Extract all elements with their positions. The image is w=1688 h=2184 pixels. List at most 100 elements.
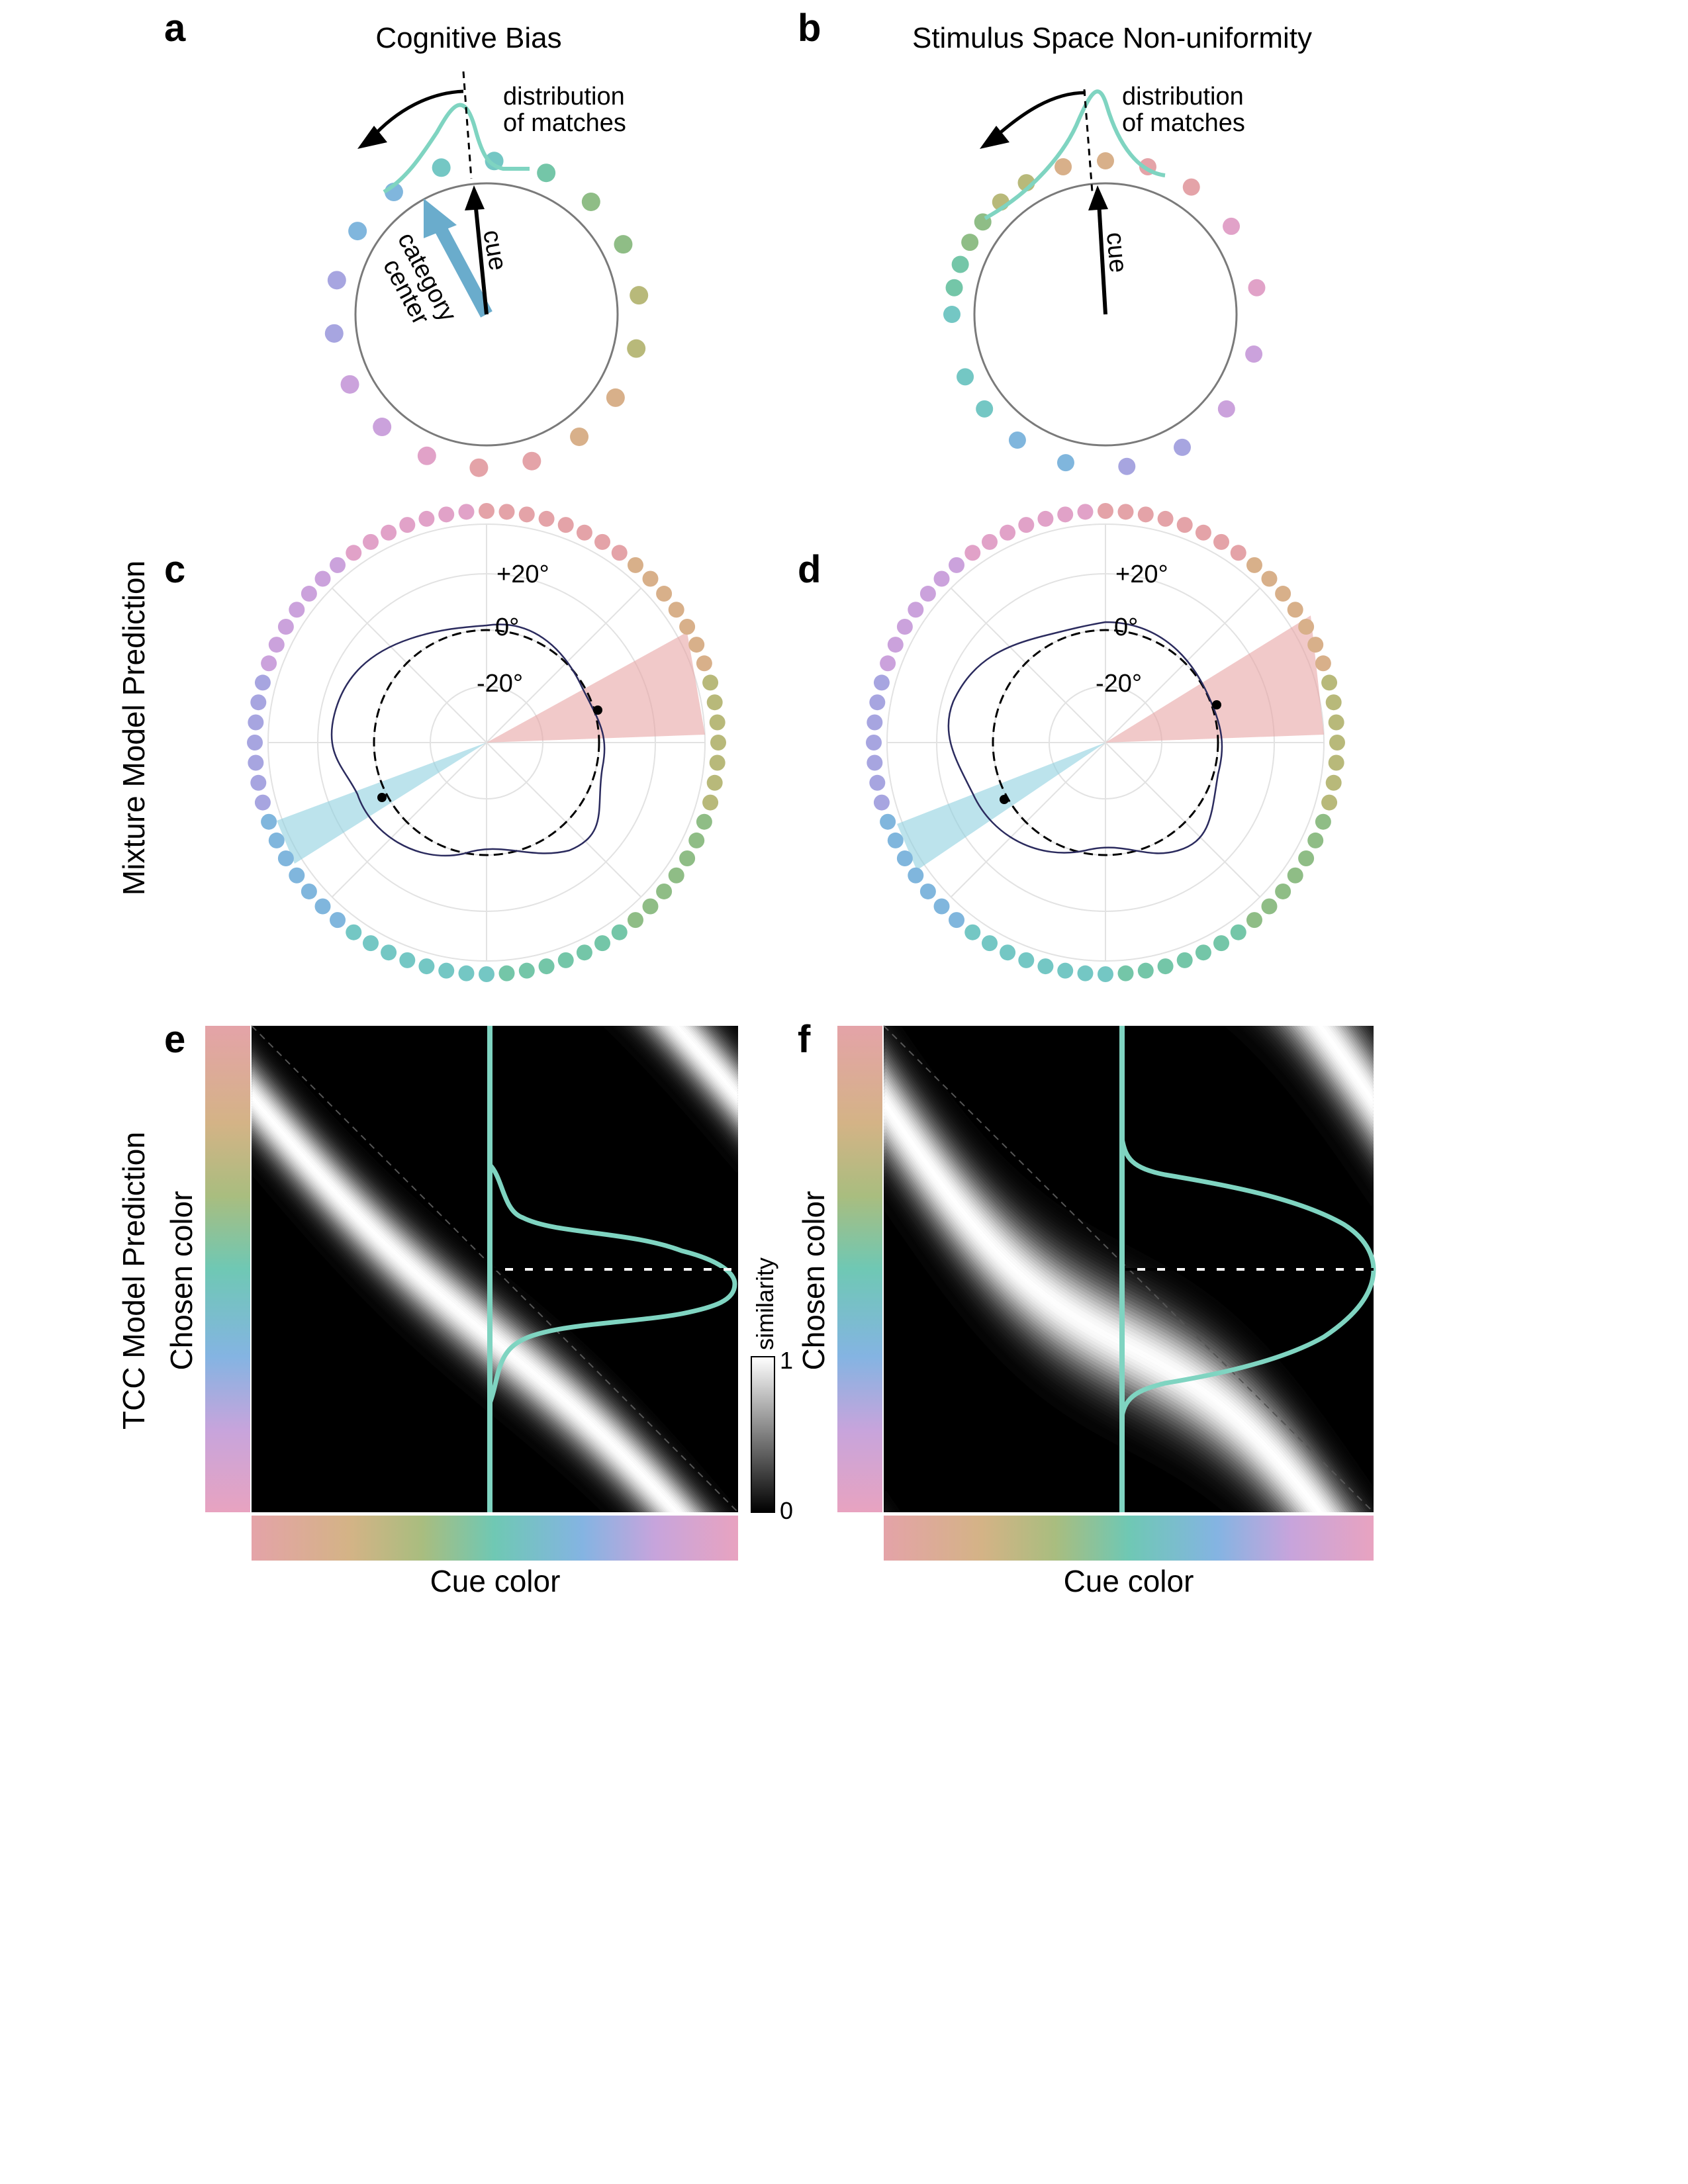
heatmap-band-stripe <box>252 1569 738 2056</box>
heatmap-band-stripe <box>884 1557 1374 2043</box>
hue-ring-dot <box>594 935 610 952</box>
heatmap-band-stripe <box>884 1600 1374 2087</box>
panel-label-f: f <box>798 1018 811 1061</box>
hue-ring-dot <box>330 557 346 573</box>
heatmap-band-stripe <box>252 1633 738 2120</box>
heatmap-band-stripe <box>884 1563 1374 2050</box>
colorbar-min: 0 <box>780 1497 793 1524</box>
hue-ring-dot <box>1157 510 1174 527</box>
heatmap-band-stripe <box>252 1641 738 2127</box>
heatmap-band-stripe <box>884 1573 1374 2060</box>
panel-b: b Stimulus Space Non-uniformity distribu… <box>798 7 1312 475</box>
hue-ring-dot <box>1261 570 1278 587</box>
heatmap-band-stripe <box>884 1570 1374 2056</box>
hue-ring-dot <box>399 952 416 968</box>
heatmap-band-stripe <box>884 1644 1374 2130</box>
heatmap-band-stripe <box>252 1635 738 2122</box>
heatmap-band-stripe <box>252 1653 738 2140</box>
heatmap-band-stripe <box>252 1564 738 2050</box>
hue-ring-dot <box>381 524 397 541</box>
heatmap-band-stripe <box>884 1546 1374 2032</box>
hue-ring-dot <box>418 510 435 527</box>
ylabel-f: Chosen color <box>796 1191 831 1370</box>
hue-ring-dot <box>1325 774 1342 791</box>
hue-ring-dot <box>381 944 397 961</box>
similarity-curve-e <box>487 1163 737 1404</box>
cue-arrow-a <box>473 201 489 315</box>
heatmap-band-stripe <box>252 1645 738 2132</box>
cue-arrow-b <box>1097 201 1107 315</box>
hue-dot <box>1008 432 1026 449</box>
hue-ring-dot <box>1321 794 1338 811</box>
heatmap-band-stripe <box>252 1601 738 2087</box>
hue-ring-dot <box>702 794 719 811</box>
heatmap-band-stripe <box>884 1583 1374 2070</box>
hue-ring-dot <box>518 506 535 523</box>
hue-ring-dot <box>1307 637 1324 653</box>
hue-ring-dot <box>709 714 726 731</box>
heatmap-band-stripe <box>252 1535 738 2021</box>
hue-dot <box>581 192 600 211</box>
tick-c-minus20: -20° <box>477 670 523 698</box>
heatmap-band-stripe <box>252 1628 738 2115</box>
hue-ring-dot <box>1018 517 1035 533</box>
panel-f: f Chosen color Cue color <box>796 526 1376 2144</box>
heatmap-band-stripe <box>884 1597 1374 2083</box>
hue-ring-dot <box>1057 962 1074 979</box>
hue-dot <box>1223 217 1241 235</box>
hue-ring-dot <box>867 754 883 771</box>
hue-ring-dot <box>1325 694 1342 711</box>
hue-ring-dot <box>314 898 331 915</box>
hue-ring-dot <box>1195 944 1211 961</box>
hue-ring-dot <box>479 503 494 519</box>
hue-bar-vertical-e <box>205 1026 250 1512</box>
heatmap-band-stripe <box>884 1637 1374 2124</box>
hue-ring-dot <box>679 619 696 635</box>
distribution-label-a-1: distribution <box>503 83 625 111</box>
hue-ring-dot <box>982 935 998 952</box>
hue-ring-dot <box>873 674 890 691</box>
hue-dot <box>943 306 961 323</box>
hue-dot <box>945 279 963 296</box>
heatmap-band-stripe <box>252 1591 738 2077</box>
tick-d-0: 0° <box>1114 614 1138 641</box>
hue-ring-dot <box>611 924 628 940</box>
heatmap-band-stripe <box>884 1631 1374 2117</box>
hue-ring-dot <box>518 962 535 979</box>
panel-label-e: e <box>164 1018 185 1061</box>
heatmap-band-stripe <box>884 1614 1374 2100</box>
hue-ring-dot <box>301 586 317 602</box>
hue-ring-dot <box>254 794 271 811</box>
hue-ring-dot <box>268 832 285 848</box>
hue-ring-dot <box>866 735 882 751</box>
hue-dot <box>1055 158 1072 175</box>
distribution-label-b-2: of matches <box>1122 109 1245 137</box>
heatmap-band-stripe <box>884 526 1374 1013</box>
panel-e: e TCC Model Prediction Chosen color Cue … <box>117 1018 793 2140</box>
polar-plot-c: +20° 0° -20° <box>267 523 706 962</box>
hue-ring-dot <box>247 735 263 751</box>
hue-ring-dot <box>248 754 264 771</box>
hue-ring-dot <box>668 867 684 884</box>
distribution-curve-a <box>383 103 530 194</box>
hue-ring-dot <box>1018 952 1035 968</box>
identity-line-e <box>251 1025 739 1513</box>
hue-ring-dot <box>869 694 886 711</box>
hue-dot <box>324 324 344 343</box>
hue-ring-dot <box>1315 655 1331 672</box>
hue-ring-dot <box>1287 867 1303 884</box>
cue-arrowhead-b <box>1088 185 1108 210</box>
hue-ring-dot <box>438 962 455 979</box>
hue-ring-dot <box>919 586 936 602</box>
bias-curved-arrow <box>369 89 464 140</box>
zero-bias-circle-d <box>992 629 1219 856</box>
hue-ring-dot <box>867 714 883 731</box>
hue-dot <box>417 446 436 465</box>
heatmap-band-stripe <box>884 1657 1374 2144</box>
hue-ring-dot <box>498 965 515 981</box>
hue-dot <box>1182 178 1200 196</box>
tick-d-plus20: +20° <box>1115 561 1168 588</box>
hue-circle-b <box>973 182 1238 447</box>
heatmap-band-stripe <box>252 1574 738 2060</box>
heatmap-band-stripe <box>252 1579 738 2066</box>
